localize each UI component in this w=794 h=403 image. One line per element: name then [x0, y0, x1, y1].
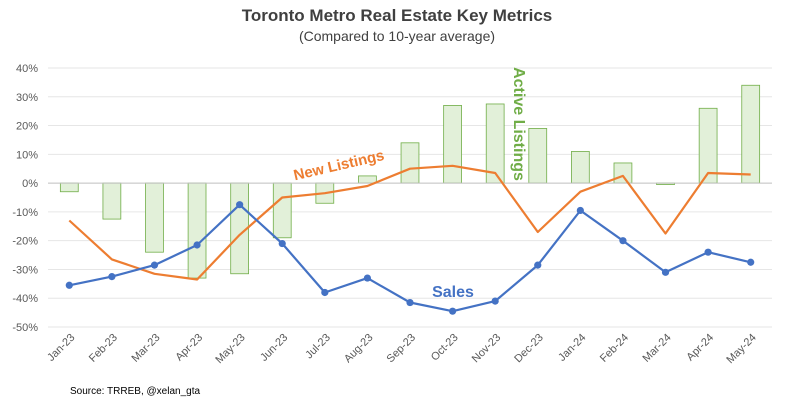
- sales-point: [278, 239, 286, 248]
- y-tick-label: 20%: [16, 121, 38, 133]
- x-tick-label: Jan-24: [556, 332, 588, 364]
- chart-title: Toronto Metro Real Estate Key Metrics: [241, 6, 553, 25]
- sales-point: [448, 307, 457, 315]
- x-tick-label: Feb-24: [598, 332, 631, 365]
- active-listings-bar: [698, 107, 718, 184]
- active-listings-bar: [187, 182, 207, 279]
- x-tick-label: Mar-23: [129, 332, 162, 365]
- sales-point: [363, 274, 372, 282]
- sales-point: [193, 241, 201, 249]
- y-tick-label: 30%: [16, 92, 38, 104]
- x-tick-label: Jul-23: [303, 332, 333, 362]
- x-tick-label: Sep-23: [385, 332, 419, 366]
- sales-point: [150, 261, 159, 269]
- sales-annotation: Sales: [432, 284, 474, 301]
- sales-point: [406, 298, 414, 307]
- y-tick-label: -30%: [12, 264, 38, 276]
- x-tick-label: Nov-23: [470, 332, 504, 366]
- active-listings-bar: [272, 182, 292, 239]
- sales-point: [661, 268, 670, 276]
- sales-point: [65, 281, 73, 289]
- active-listings-bar: [571, 151, 590, 184]
- active-listings-bar: [528, 128, 548, 184]
- x-tick-label: Feb-23: [87, 332, 120, 365]
- y-axis: -50% -40% -30% -20% -10% 0% 10% 20% 30% 40%: [12, 63, 38, 334]
- active-listings-bar: [102, 182, 122, 220]
- y-tick-label: -40%: [12, 293, 38, 305]
- active-listings-bars: [59, 84, 761, 279]
- active-listings-bar: [59, 182, 79, 193]
- x-tick-label: Apr-24: [684, 332, 716, 364]
- y-tick-label: -10%: [12, 207, 38, 219]
- x-tick-label: Apr-23: [173, 332, 205, 364]
- y-tick-label: 10%: [16, 149, 38, 161]
- new-listings-line: [68, 164, 751, 281]
- sales-point: [236, 201, 244, 209]
- x-tick-label: Jun-23: [258, 332, 290, 364]
- sales-point: [619, 237, 627, 245]
- y-tick-label: 0%: [22, 178, 38, 190]
- sales-point: [576, 206, 584, 215]
- x-tick-label: Dec-23: [512, 332, 546, 366]
- active-listings-bar: [145, 182, 164, 253]
- sales-point: [534, 261, 542, 269]
- y-tick-label: 40%: [16, 63, 38, 75]
- x-tick-label: Jan-23: [45, 332, 77, 364]
- sales-line: [69, 203, 751, 313]
- active-listings-bar: [358, 175, 377, 184]
- x-tick-label: Mar-24: [641, 332, 674, 365]
- active-listings-bar: [400, 142, 420, 184]
- active-listings-bar: [741, 84, 761, 184]
- y-tick-label: -20%: [12, 236, 38, 248]
- source-note: Source: TRREB, @xelan_gta: [70, 386, 201, 397]
- active-listings-bar: [613, 162, 633, 184]
- chart-subtitle: (Compared to 10-year average): [298, 28, 496, 44]
- sales-point: [321, 288, 329, 297]
- active-listings-annotation: Active Listings: [510, 67, 527, 181]
- y-tick-label: -50%: [12, 322, 38, 334]
- x-tick-label: Aug-23: [342, 332, 376, 366]
- sales-point: [747, 258, 755, 266]
- gridlines: [48, 67, 772, 328]
- x-axis: Jan-23 Feb-23 Mar-23 Apr-23 May-23 Jun-23 Jul-…: [45, 332, 759, 366]
- x-tick-label: May-23: [213, 332, 247, 366]
- series-lines: [65, 164, 755, 315]
- x-tick-label: Oct-23: [429, 332, 461, 364]
- sales-point: [108, 273, 116, 281]
- active-listings-bar: [443, 105, 462, 184]
- sales-point: [491, 297, 499, 305]
- sales-point: [704, 248, 712, 256]
- x-tick-label: May-24: [724, 332, 758, 366]
